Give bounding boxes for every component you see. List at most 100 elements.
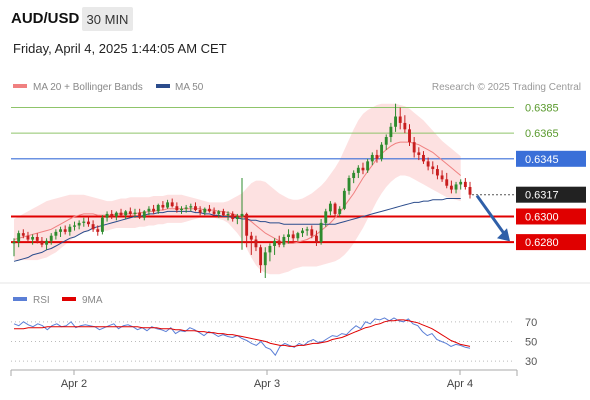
- candle-body: [212, 211, 216, 214]
- x-ticks: Apr 2 Apr 3 Apr 4: [61, 370, 473, 390]
- x-tick-label: Apr 4: [447, 378, 473, 390]
- candle-body: [319, 222, 323, 243]
- candle-body: [207, 208, 211, 212]
- candle-body: [217, 211, 221, 214]
- price-legend: MA 20 + Bollinger Bands MA 50 Research ©…: [13, 82, 581, 93]
- candle-body: [119, 212, 123, 216]
- timeframe-button[interactable]: 30 MIN: [82, 7, 133, 31]
- ma50-legend-label: MA 50: [175, 82, 204, 93]
- candle-body: [394, 116, 397, 127]
- candle-body: [268, 245, 272, 253]
- chart-datetime: Friday, April 4, 2025 1:44:05 AM CET: [13, 41, 227, 56]
- candle-body: [31, 236, 35, 240]
- rsi-ma-line: [14, 319, 471, 347]
- candle-body: [63, 229, 67, 232]
- rsi-ma-legend-label: 9MA: [82, 295, 103, 306]
- candle-body: [287, 234, 290, 237]
- rsi-tick-label: 50: [525, 336, 537, 348]
- candle-body: [189, 206, 193, 208]
- candle-body: [49, 235, 53, 241]
- candle-body: [147, 208, 151, 212]
- copyright-label: Research © 2025 Trading Central: [432, 82, 581, 93]
- candle-body: [138, 212, 142, 218]
- candle-body: [128, 211, 132, 214]
- rsi-tick-label: 70: [525, 317, 537, 329]
- support-label-box: [516, 208, 586, 225]
- candle-body: [347, 178, 351, 191]
- candles: [12, 103, 472, 278]
- candle-body: [449, 185, 453, 190]
- candle-body: [366, 161, 370, 171]
- candle-body: [73, 225, 76, 227]
- candle-body: [82, 221, 86, 223]
- candle-body: [412, 142, 416, 153]
- candle-body: [440, 175, 444, 180]
- candle-body: [398, 116, 402, 123]
- candle-body: [305, 229, 309, 231]
- candle-body: [235, 216, 239, 220]
- candle-body: [156, 204, 160, 212]
- candle-body: [338, 208, 342, 214]
- symbol-title: AUD/USD: [11, 10, 80, 27]
- level-labels: 0.6385 0.6365 0.6345 0.6317 0.6300 0.6280: [516, 103, 586, 251]
- rsi-legend-label: RSI: [33, 295, 50, 306]
- candle-body: [40, 240, 44, 245]
- candle-body: [17, 233, 21, 243]
- candle-body: [370, 154, 374, 162]
- candle-body: [352, 172, 356, 179]
- key-levels: [11, 107, 514, 244]
- candle-body: [184, 207, 188, 209]
- candle-body: [12, 242, 16, 244]
- last-price-label: 0.6317: [525, 190, 559, 202]
- candle-body: [245, 213, 249, 236]
- candle-body: [152, 208, 156, 212]
- candle-body: [459, 181, 463, 185]
- candle-body: [26, 235, 30, 240]
- candle-body: [454, 184, 458, 190]
- x-tick-label: Apr 2: [61, 378, 87, 390]
- candle-body: [133, 212, 137, 214]
- candle-body: [91, 224, 95, 230]
- x-tick-label: Apr 3: [254, 378, 280, 390]
- candle-body: [110, 213, 114, 217]
- support-label: 0.6280: [525, 237, 559, 249]
- candle-body: [463, 181, 467, 187]
- candle-body: [431, 166, 435, 170]
- candle-body: [87, 221, 90, 225]
- rsi-line: [13, 317, 471, 357]
- candle-body: [198, 210, 202, 213]
- resistance-label: 0.6365: [525, 128, 559, 140]
- candle-body: [180, 208, 183, 211]
- candle-body: [105, 213, 109, 218]
- bollinger-bands: [14, 103, 461, 275]
- candle-body: [249, 235, 253, 240]
- candle-body: [333, 203, 337, 214]
- pivot-label: 0.6345: [525, 154, 559, 166]
- candle-body: [342, 190, 346, 209]
- candle-body: [21, 233, 25, 236]
- candle-body: [231, 213, 235, 220]
- candle-body: [114, 212, 118, 217]
- candle-body: [68, 226, 72, 232]
- candle-body: [291, 234, 295, 239]
- candle-body: [380, 144, 384, 159]
- candle-body: [328, 203, 332, 212]
- candle-body: [45, 240, 49, 245]
- candle-body: [96, 229, 100, 232]
- ma20-legend-label: MA 20 + Bollinger Bands: [33, 82, 143, 93]
- candle-body: [203, 208, 207, 213]
- chart-header: AUD/USD 30 MIN: [0, 0, 590, 34]
- candle-body: [226, 213, 230, 216]
- support-label-box: [516, 234, 586, 251]
- ma20-legend-swatch: [13, 84, 27, 88]
- candle-body: [324, 211, 328, 223]
- candle-body: [389, 126, 393, 138]
- candle-body: [161, 204, 165, 208]
- rsi-panel: 70 50 30: [11, 317, 537, 368]
- candle-body: [124, 211, 128, 216]
- pivot-label-box: [516, 150, 586, 167]
- candle-body: [175, 206, 179, 211]
- candle-body: [310, 229, 314, 236]
- candle-body: [170, 202, 174, 207]
